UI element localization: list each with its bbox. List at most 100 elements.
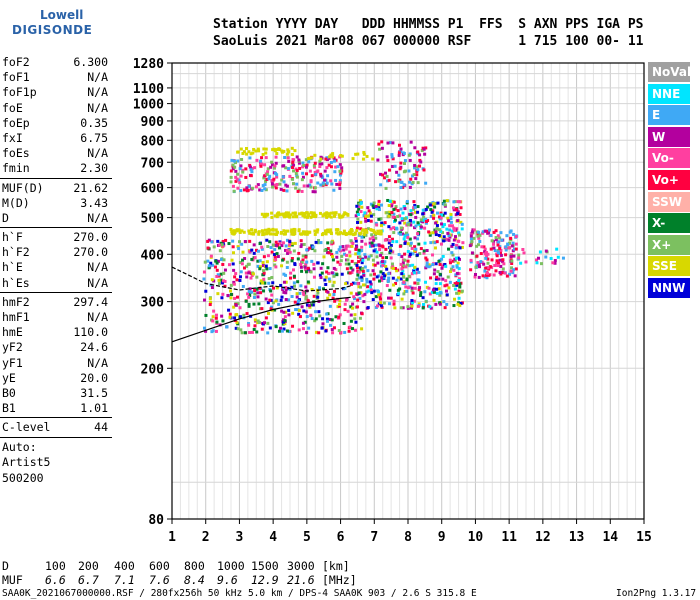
echo-point — [496, 261, 500, 265]
echo-point — [369, 214, 373, 218]
echo-point — [395, 278, 399, 282]
echo-point — [377, 243, 381, 247]
echo-point — [356, 266, 360, 270]
echo-point — [326, 266, 330, 270]
echo-point — [364, 228, 368, 232]
echo-point — [482, 245, 486, 249]
echo-point — [346, 258, 350, 262]
echo-point — [537, 256, 541, 260]
y-tick-label: 200 — [141, 362, 165, 377]
echo-point — [300, 269, 304, 273]
echo-point — [212, 309, 216, 313]
echo-point — [456, 212, 460, 216]
echo-point — [325, 317, 329, 321]
auto-scaling-line: Artist5 — [2, 455, 51, 469]
echo-point — [210, 278, 214, 282]
echo-point — [333, 170, 337, 174]
echo-point — [371, 235, 375, 239]
echo-point — [370, 291, 374, 295]
echo-point — [401, 232, 405, 236]
echo-point — [319, 241, 323, 245]
echo-point — [222, 258, 226, 262]
echo-point — [238, 275, 242, 279]
echo-point — [386, 141, 390, 145]
echo-point — [288, 276, 292, 280]
echo-point — [419, 225, 423, 229]
echo-point — [346, 244, 350, 248]
echo-point — [312, 275, 316, 279]
echo-point — [413, 146, 417, 150]
echo-point — [359, 258, 363, 262]
echo-point — [448, 224, 452, 228]
echo-point — [234, 303, 238, 307]
param-row: foEs N/A — [0, 146, 112, 161]
echo-point — [308, 246, 312, 250]
echo-point — [457, 277, 461, 281]
echo-point — [354, 252, 358, 256]
x-tick-label: 1 — [168, 530, 176, 545]
echo-point — [313, 153, 317, 157]
echo-point — [486, 257, 490, 261]
echo-point — [266, 301, 270, 305]
echo-point — [241, 168, 245, 172]
echo-point — [481, 274, 485, 278]
echo-point — [308, 305, 312, 309]
echo-point — [241, 258, 245, 262]
echo-point — [270, 178, 274, 182]
echo-point — [337, 303, 341, 307]
echo-point — [400, 218, 404, 222]
param-label: fxI — [2, 130, 23, 145]
echo-point — [486, 261, 490, 265]
param-row: fxI 6.75 — [0, 131, 112, 146]
echo-point — [348, 254, 352, 258]
echo-point — [376, 304, 380, 308]
legend-item: SSE — [648, 256, 690, 277]
echo-point — [272, 232, 276, 236]
echo-point — [400, 255, 404, 259]
echo-point — [252, 251, 256, 255]
param-label: MUF(D) — [2, 180, 44, 195]
echo-point — [299, 265, 303, 269]
echo-point — [311, 190, 315, 194]
param-label: hmF2 — [2, 294, 30, 309]
echo-point — [354, 281, 358, 285]
echo-point — [291, 158, 295, 162]
echo-point — [437, 233, 441, 237]
echo-point — [295, 175, 299, 179]
echo-point — [305, 303, 309, 307]
echo-point — [379, 253, 383, 257]
footer-muf-value: 12.9 — [251, 573, 279, 587]
echo-point — [243, 331, 247, 335]
echo-point — [329, 211, 333, 215]
echo-point — [469, 234, 473, 238]
echo-point — [258, 267, 262, 271]
echo-point — [510, 261, 514, 265]
y-tick-label: 600 — [141, 182, 165, 197]
echo-point — [311, 245, 315, 249]
echo-point — [508, 272, 512, 276]
echo-point — [281, 258, 285, 262]
echo-point — [416, 304, 420, 308]
echo-point — [244, 271, 248, 275]
echo-point — [449, 217, 453, 221]
echo-point — [362, 271, 366, 275]
echo-point — [512, 247, 516, 251]
echo-point — [273, 253, 277, 257]
echo-point — [305, 260, 309, 264]
echo-point — [347, 230, 351, 234]
echo-point — [222, 271, 226, 275]
echo-point — [433, 205, 437, 209]
echo-point — [338, 183, 342, 187]
echo-point — [245, 189, 249, 193]
echo-point — [206, 239, 210, 243]
echo-point — [386, 198, 390, 202]
echo-point — [251, 186, 255, 190]
echo-point — [237, 228, 241, 232]
echo-point — [297, 158, 301, 162]
echo-point — [393, 267, 397, 271]
echo-point — [343, 211, 347, 215]
echo-point — [221, 319, 225, 323]
echo-point — [346, 213, 350, 217]
echo-point — [334, 315, 338, 319]
param-row: foEp 0.35 — [0, 116, 112, 131]
